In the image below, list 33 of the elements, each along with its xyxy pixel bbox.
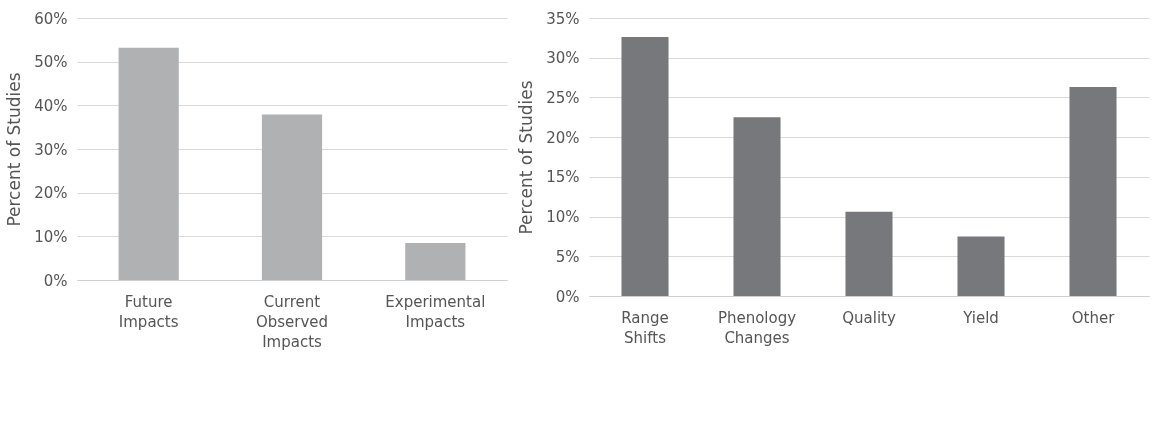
y-tick-label: 35% xyxy=(546,9,580,28)
x-tick-label: Other xyxy=(1071,308,1116,327)
y-tick-label: 20% xyxy=(546,128,580,147)
bar xyxy=(118,47,179,280)
y-tick-label: 60% xyxy=(34,9,68,28)
x-tick-label: Quality xyxy=(842,308,896,327)
x-tick-label: Phenology Changes xyxy=(717,308,797,347)
y-tick-label: 5% xyxy=(555,247,580,266)
bar xyxy=(405,242,466,280)
x-tick-label: Range Shifts xyxy=(621,308,669,347)
y-tick-label: 50% xyxy=(34,53,68,72)
y-tick-label: 0% xyxy=(43,271,68,290)
bar xyxy=(621,37,669,296)
x-tick-label: Experimental Impacts xyxy=(385,292,486,331)
y-tick-label: 15% xyxy=(546,168,580,187)
x-tick-label: Future Impacts xyxy=(118,292,179,331)
bar xyxy=(1069,87,1117,296)
y-tick-label: 10% xyxy=(546,208,580,227)
y-axis-title: Percent of Studies xyxy=(516,80,537,235)
y-tick-label: 10% xyxy=(34,227,68,246)
bar xyxy=(733,117,781,296)
bar xyxy=(261,114,323,280)
y-tick-label: 20% xyxy=(34,184,68,203)
x-tick-label: Current Observed Impacts xyxy=(255,292,329,351)
y-tick-label: 25% xyxy=(546,88,580,107)
y-tick-label: 0% xyxy=(555,287,580,306)
y-axis-title: Percent of Studies xyxy=(4,72,25,227)
y-tick-label: 30% xyxy=(546,49,580,68)
y-tick-label: 30% xyxy=(34,140,68,159)
bar xyxy=(845,211,893,296)
bar xyxy=(957,236,1005,296)
y-tick-label: 40% xyxy=(34,96,68,115)
x-tick-label: Yield xyxy=(962,308,999,327)
